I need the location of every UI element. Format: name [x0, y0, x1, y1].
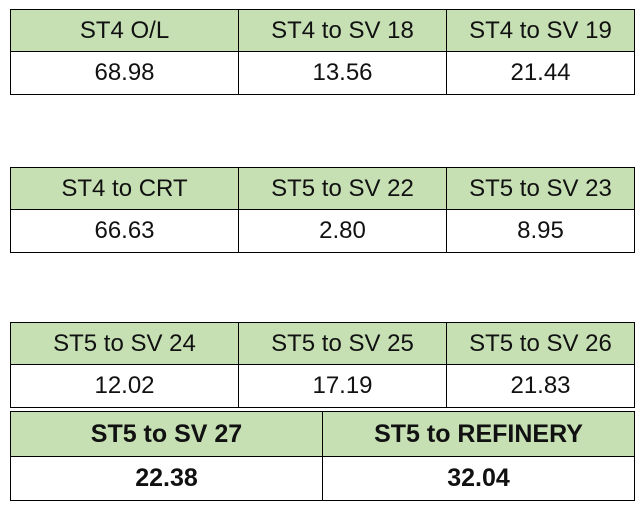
- header-row: ST4 to CRT ST5 to SV 22 ST5 to SV 23: [10, 167, 635, 210]
- value-cell: 12.02: [10, 364, 239, 408]
- flow-table-1: ST4 O/L ST4 to SV 18 ST4 to SV 19 68.98 …: [10, 9, 635, 95]
- header-cell: ST5 to SV 27: [10, 411, 323, 457]
- header-cell: ST5 to REFINERY: [322, 411, 635, 457]
- value-cell: 66.63: [10, 209, 239, 253]
- value-cell: 8.95: [446, 209, 635, 253]
- header-cell: ST4 to SV 19: [446, 9, 635, 52]
- header-cell: ST4 O/L: [10, 9, 239, 52]
- value-cell: 2.80: [238, 209, 447, 253]
- value-cell: 21.83: [446, 364, 635, 408]
- header-cell: ST5 to SV 22: [238, 167, 447, 210]
- header-cell: ST5 to SV 23: [446, 167, 635, 210]
- value-cell: 13.56: [238, 51, 447, 95]
- header-row: ST4 O/L ST4 to SV 18 ST4 to SV 19: [10, 9, 635, 52]
- value-row: 12.02 17.19 21.83: [10, 364, 635, 408]
- flow-table-2: ST4 to CRT ST5 to SV 22 ST5 to SV 23 66.…: [10, 167, 635, 253]
- value-cell: 22.38: [10, 456, 323, 501]
- value-row: 66.63 2.80 8.95: [10, 209, 635, 253]
- value-cell: 21.44: [446, 51, 635, 95]
- header-row: ST5 to SV 24 ST5 to SV 25 ST5 to SV 26: [10, 322, 635, 365]
- header-cell: ST4 to CRT: [10, 167, 239, 210]
- header-cell: ST5 to SV 24: [10, 322, 239, 365]
- header-cell: ST4 to SV 18: [238, 9, 447, 52]
- header-cell: ST5 to SV 26: [446, 322, 635, 365]
- value-row: 22.38 32.04: [10, 456, 635, 501]
- header-cell: ST5 to SV 25: [238, 322, 447, 365]
- flow-table-4: ST5 to SV 27 ST5 to REFINERY 22.38 32.04: [10, 411, 635, 501]
- value-row: 68.98 13.56 21.44: [10, 51, 635, 95]
- header-row: ST5 to SV 27 ST5 to REFINERY: [10, 411, 635, 457]
- flow-table-3: ST5 to SV 24 ST5 to SV 25 ST5 to SV 26 1…: [10, 322, 635, 408]
- value-cell: 68.98: [10, 51, 239, 95]
- value-cell: 32.04: [322, 456, 635, 501]
- value-cell: 17.19: [238, 364, 447, 408]
